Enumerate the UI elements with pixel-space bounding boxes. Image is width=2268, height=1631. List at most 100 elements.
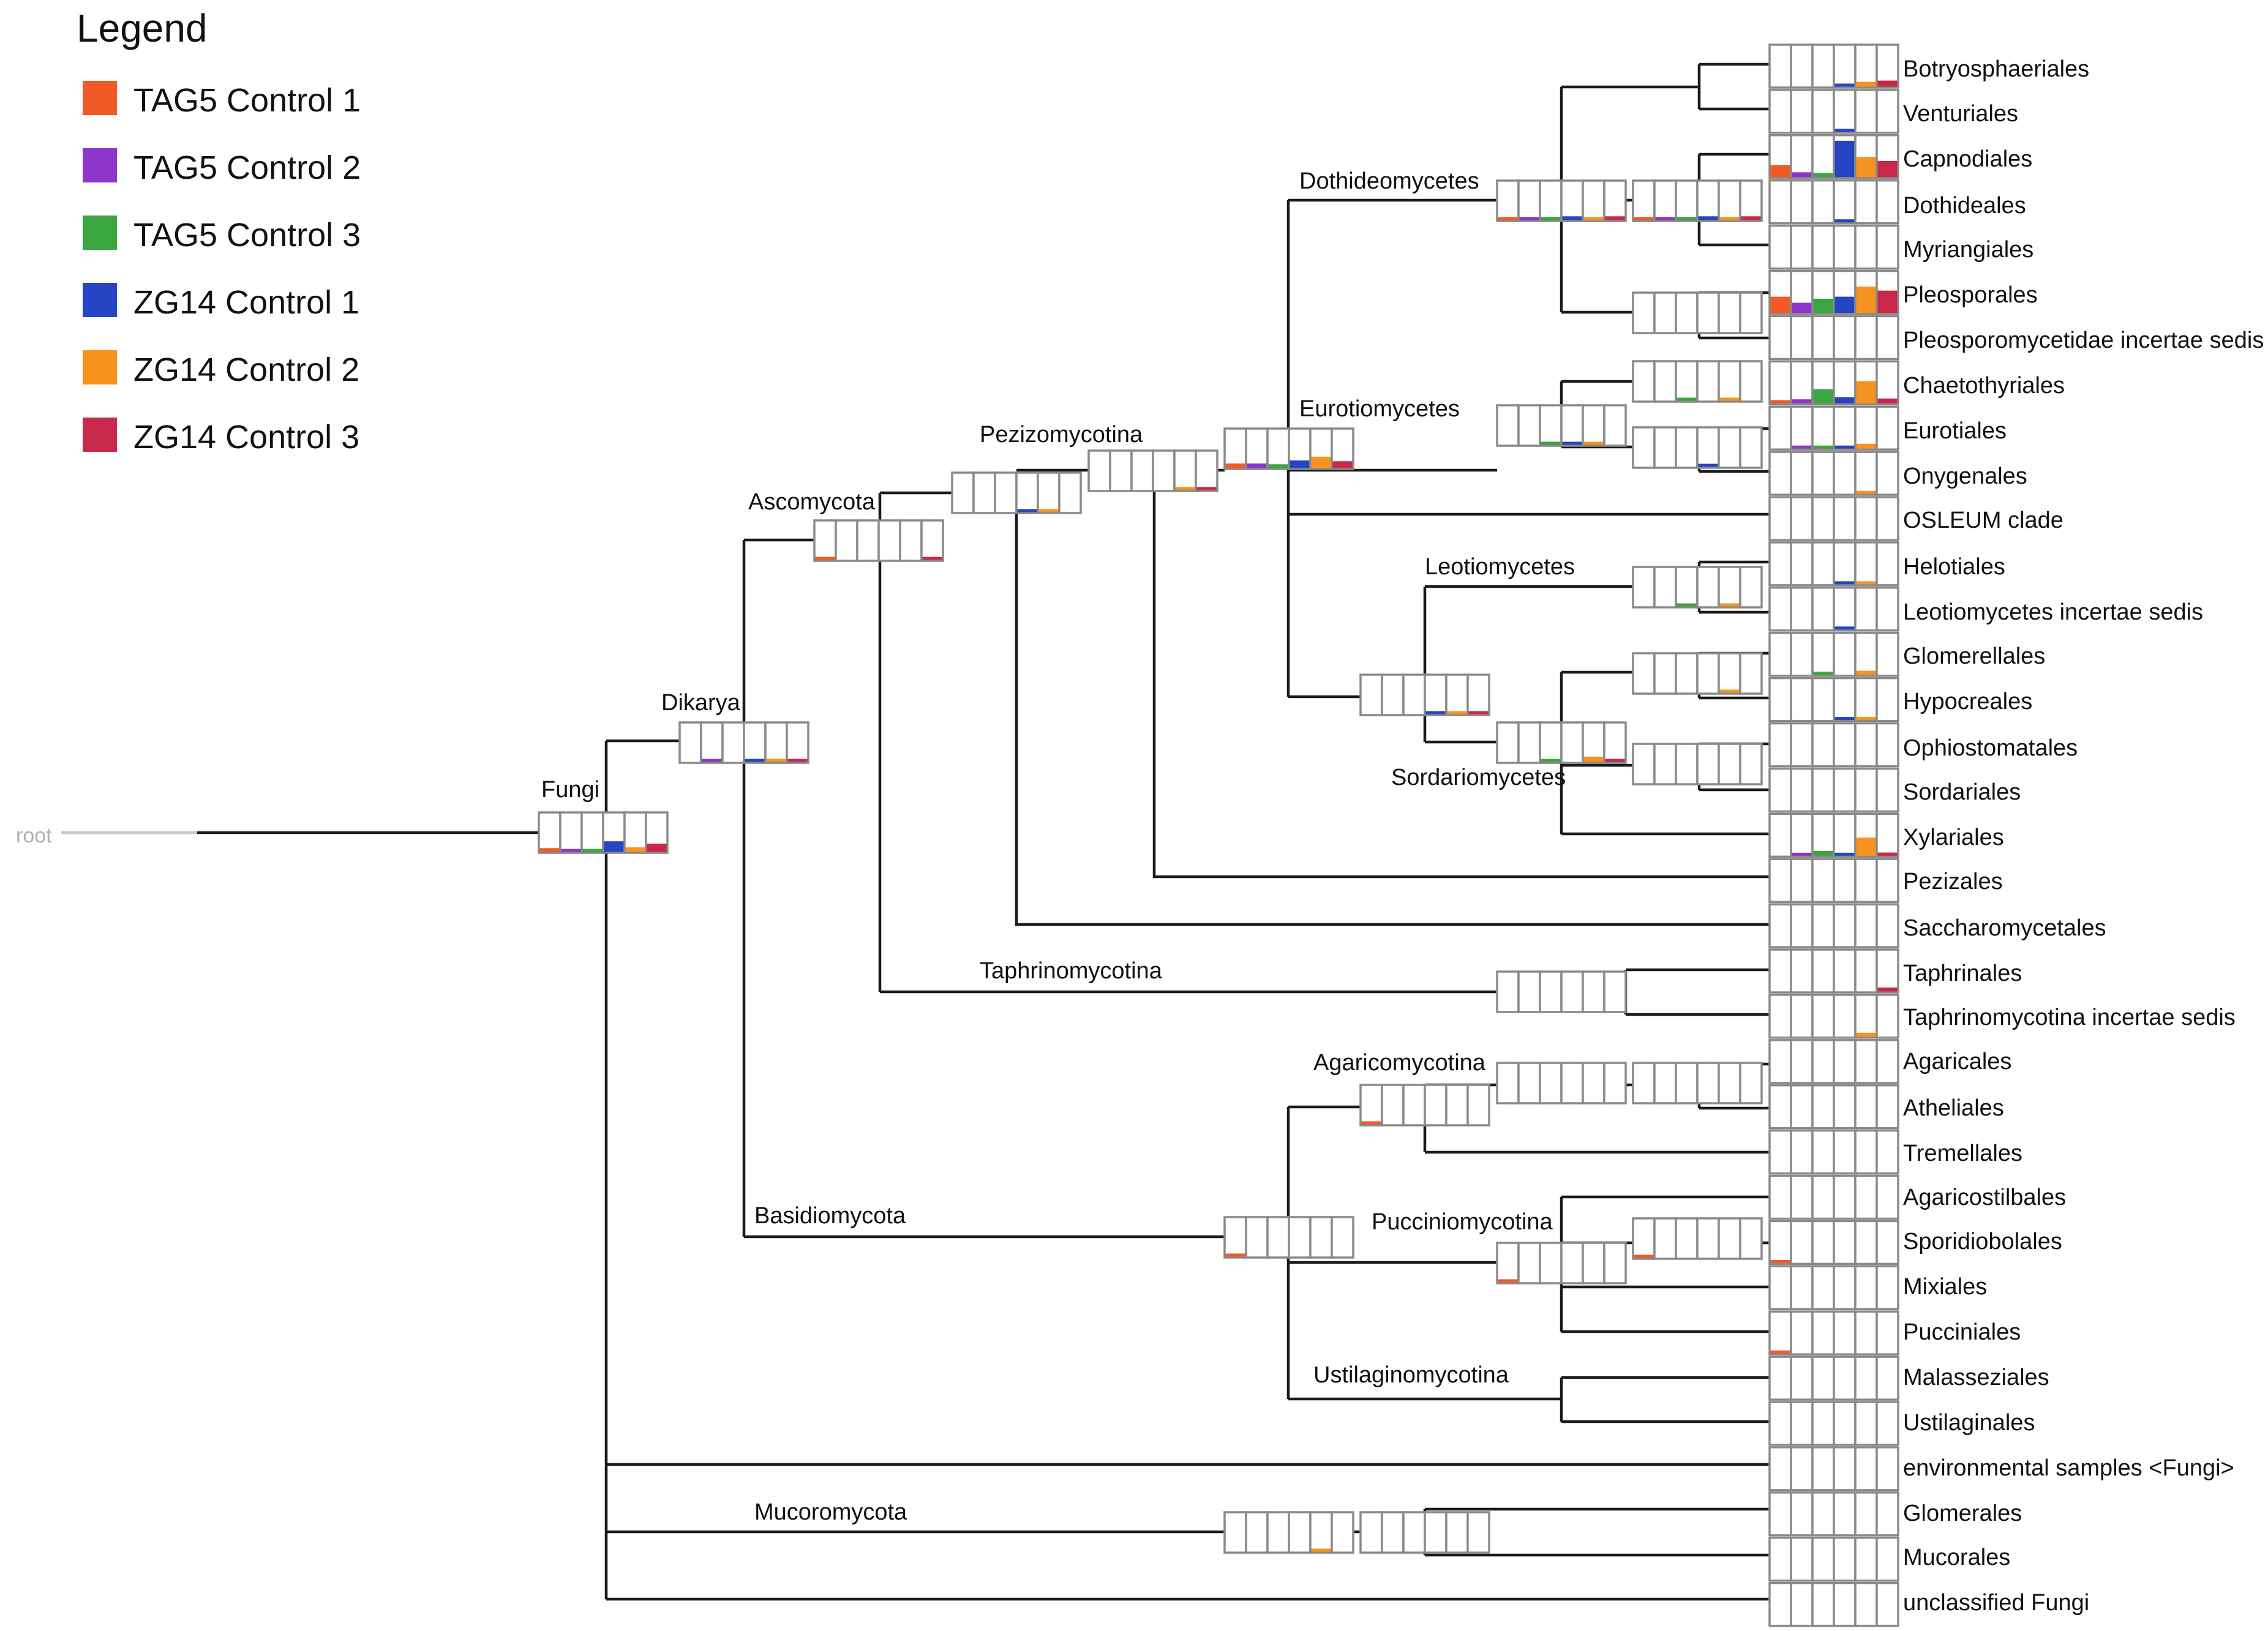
abundance-bar — [1834, 129, 1855, 132]
box-cell — [1653, 426, 1677, 469]
box-cell — [1466, 673, 1490, 716]
box-cell — [1811, 858, 1835, 903]
box-cell — [1811, 903, 1835, 948]
abundance-bar — [1770, 1350, 1790, 1354]
internal-box — [1223, 1216, 1354, 1259]
box-cell — [1876, 1220, 1899, 1265]
leaf-box — [1768, 677, 1899, 722]
box-cell — [1768, 360, 1792, 406]
box-cell — [1876, 1355, 1899, 1401]
legend-label-tag5-control-1: TAG5 Control 1 — [133, 82, 361, 119]
box-cell — [1560, 1242, 1584, 1284]
box-cell — [1152, 449, 1176, 492]
box-cell — [1876, 451, 1899, 496]
box-cell — [1833, 722, 1857, 768]
box-cell — [1833, 1536, 1857, 1582]
abundance-bar — [1290, 460, 1310, 468]
box-cell — [1876, 224, 1899, 270]
label-dothideomycetes: Dothideomycetes — [1299, 168, 1479, 194]
box-cell — [1854, 1129, 1878, 1175]
box-cell — [1466, 1084, 1490, 1127]
leaf-label: Ophiostomatales — [1903, 735, 2078, 761]
leaf-label: Eurotiales — [1903, 418, 2007, 444]
box-cell — [1876, 767, 1899, 813]
box-cell — [1653, 291, 1677, 334]
box-cell — [1675, 566, 1699, 609]
abundance-bar — [702, 759, 722, 762]
box-cell — [1288, 1511, 1312, 1554]
internal-box — [538, 811, 669, 854]
box-cell — [1876, 1174, 1899, 1220]
abundance-bar — [1856, 490, 1876, 494]
box-cell — [1359, 1084, 1383, 1127]
box-cell — [1833, 1355, 1857, 1401]
leaf-label: Malasseziales — [1903, 1365, 2049, 1390]
box-cell — [1854, 1401, 1878, 1446]
leaf-label: Taphrinales — [1903, 961, 2022, 986]
box-cell — [1675, 360, 1699, 403]
box-cell — [1288, 1216, 1312, 1259]
leaf-label: Capnodiales — [1903, 146, 2032, 172]
leaf-label: Ustilaginales — [1903, 1410, 2035, 1436]
abundance-bar — [1247, 463, 1267, 468]
leaf-box — [1768, 405, 1899, 451]
box-cell — [1854, 1446, 1878, 1491]
internal-box — [1496, 970, 1627, 1013]
box-cell — [1854, 541, 1878, 587]
box-cell — [1739, 652, 1763, 695]
box-cell — [1517, 1242, 1541, 1284]
leaf-label: Botryosphaeriales — [1903, 56, 2089, 82]
box-cell — [1768, 858, 1792, 903]
legend-swatch-zg14-control-3 — [83, 418, 117, 452]
box-cell — [1876, 994, 1899, 1039]
box-cell — [1768, 1355, 1792, 1401]
leaf-label: Mixiales — [1903, 1274, 1987, 1300]
box-cell — [1718, 179, 1741, 222]
box-cell — [1854, 1581, 1878, 1627]
abundance-bar — [1834, 83, 1855, 87]
box-cell — [1603, 179, 1627, 222]
box-cell — [1517, 721, 1541, 764]
abundance-bar — [1541, 441, 1561, 445]
leaf-label: Xylariales — [1903, 825, 2004, 850]
leaf-label: Hypocreales — [1903, 689, 2032, 714]
box-cell — [1560, 721, 1584, 764]
legend-swatch-tag5-control-3 — [83, 216, 117, 250]
box-cell — [1811, 1174, 1835, 1220]
legend-swatch-tag5-control-2 — [83, 148, 117, 182]
box-cell — [1854, 89, 1878, 134]
box-cell — [1768, 224, 1792, 270]
box-cell — [1876, 1581, 1899, 1627]
box-cell — [1811, 1310, 1835, 1355]
abundance-bar — [604, 841, 624, 852]
box-cell — [1790, 451, 1814, 496]
leaf-box — [1768, 134, 1899, 179]
box-cell — [877, 519, 901, 562]
abundance-bar — [1856, 157, 1876, 178]
box-cell — [1833, 812, 1857, 858]
leaf-box — [1768, 631, 1899, 677]
leaf-box — [1768, 1401, 1899, 1446]
box-cell — [1790, 1536, 1814, 1582]
leaf-label: Glomerales — [1903, 1501, 2022, 1526]
box-cell — [1811, 1491, 1835, 1537]
box-cell — [1833, 1265, 1857, 1311]
box-cell — [1833, 1084, 1857, 1130]
internal-box — [1632, 360, 1763, 403]
box-cell — [1854, 1491, 1878, 1537]
box-cell — [1632, 360, 1656, 403]
tree-edges — [197, 62, 1770, 1601]
box-cell — [1833, 496, 1857, 541]
box-cell — [1790, 767, 1814, 813]
box-cell — [1768, 631, 1792, 677]
abundance-bar — [1634, 217, 1654, 220]
box-cell — [899, 519, 923, 562]
box-cell — [1195, 449, 1218, 492]
abundance-bar — [922, 557, 942, 560]
abundance-bar — [787, 759, 808, 762]
legend-label-zg14-control-1: ZG14 Control 1 — [133, 284, 359, 321]
box-cell — [1675, 652, 1699, 695]
leaf-box — [1768, 315, 1899, 361]
box-cell — [1768, 541, 1792, 587]
abundance-bar — [1311, 456, 1331, 468]
